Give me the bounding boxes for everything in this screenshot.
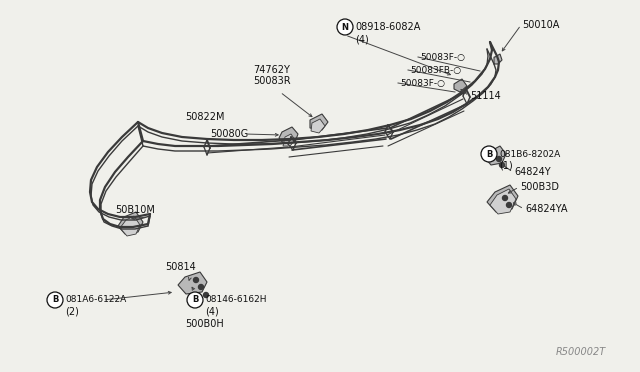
- Polygon shape: [490, 189, 516, 214]
- Circle shape: [47, 292, 63, 308]
- Text: 500B3D: 500B3D: [520, 182, 559, 192]
- Polygon shape: [178, 272, 207, 294]
- Polygon shape: [454, 79, 467, 92]
- Text: B: B: [192, 295, 198, 305]
- Text: 500B0H: 500B0H: [185, 319, 224, 329]
- Text: (1): (1): [499, 160, 513, 170]
- Text: (2): (2): [65, 306, 79, 316]
- Circle shape: [506, 202, 511, 208]
- Text: 50083R: 50083R: [253, 76, 291, 86]
- Polygon shape: [310, 114, 328, 130]
- Text: 081A6-6122A: 081A6-6122A: [65, 295, 126, 305]
- Polygon shape: [494, 54, 502, 64]
- Circle shape: [499, 163, 504, 167]
- Circle shape: [187, 292, 203, 308]
- Text: 081B6-8202A: 081B6-8202A: [499, 150, 560, 158]
- Text: (4): (4): [205, 306, 219, 316]
- Text: 50080G: 50080G: [210, 129, 248, 139]
- Circle shape: [502, 196, 508, 201]
- Text: 64824Y: 64824Y: [514, 167, 550, 177]
- Text: 50083F-○: 50083F-○: [420, 52, 465, 61]
- Polygon shape: [279, 127, 298, 144]
- Text: B: B: [52, 295, 58, 305]
- Circle shape: [481, 146, 497, 162]
- Polygon shape: [118, 212, 143, 234]
- Text: 50083FB-○: 50083FB-○: [410, 65, 461, 74]
- Circle shape: [198, 285, 204, 289]
- Circle shape: [497, 157, 502, 161]
- Circle shape: [193, 278, 198, 282]
- Text: 08146-6162H: 08146-6162H: [205, 295, 266, 305]
- Circle shape: [337, 19, 353, 35]
- Text: 74762Y: 74762Y: [253, 65, 290, 75]
- Polygon shape: [311, 119, 325, 133]
- Polygon shape: [283, 134, 295, 146]
- Text: 64824YA: 64824YA: [525, 204, 568, 214]
- Polygon shape: [120, 216, 140, 236]
- Polygon shape: [487, 185, 518, 212]
- Text: 50083F-○: 50083F-○: [400, 78, 445, 87]
- Circle shape: [204, 292, 209, 298]
- Polygon shape: [485, 146, 506, 165]
- Text: 51114: 51114: [470, 91, 500, 101]
- Text: 08918-6082A: 08918-6082A: [355, 22, 420, 32]
- Text: N: N: [342, 22, 349, 32]
- Text: 50B10M: 50B10M: [115, 205, 155, 215]
- Text: 50010A: 50010A: [522, 20, 559, 30]
- Text: 50822M: 50822M: [185, 112, 225, 122]
- Text: R500002T: R500002T: [556, 347, 606, 357]
- Text: 50814: 50814: [165, 262, 196, 272]
- Text: (4): (4): [355, 34, 369, 44]
- Text: B: B: [486, 150, 492, 158]
